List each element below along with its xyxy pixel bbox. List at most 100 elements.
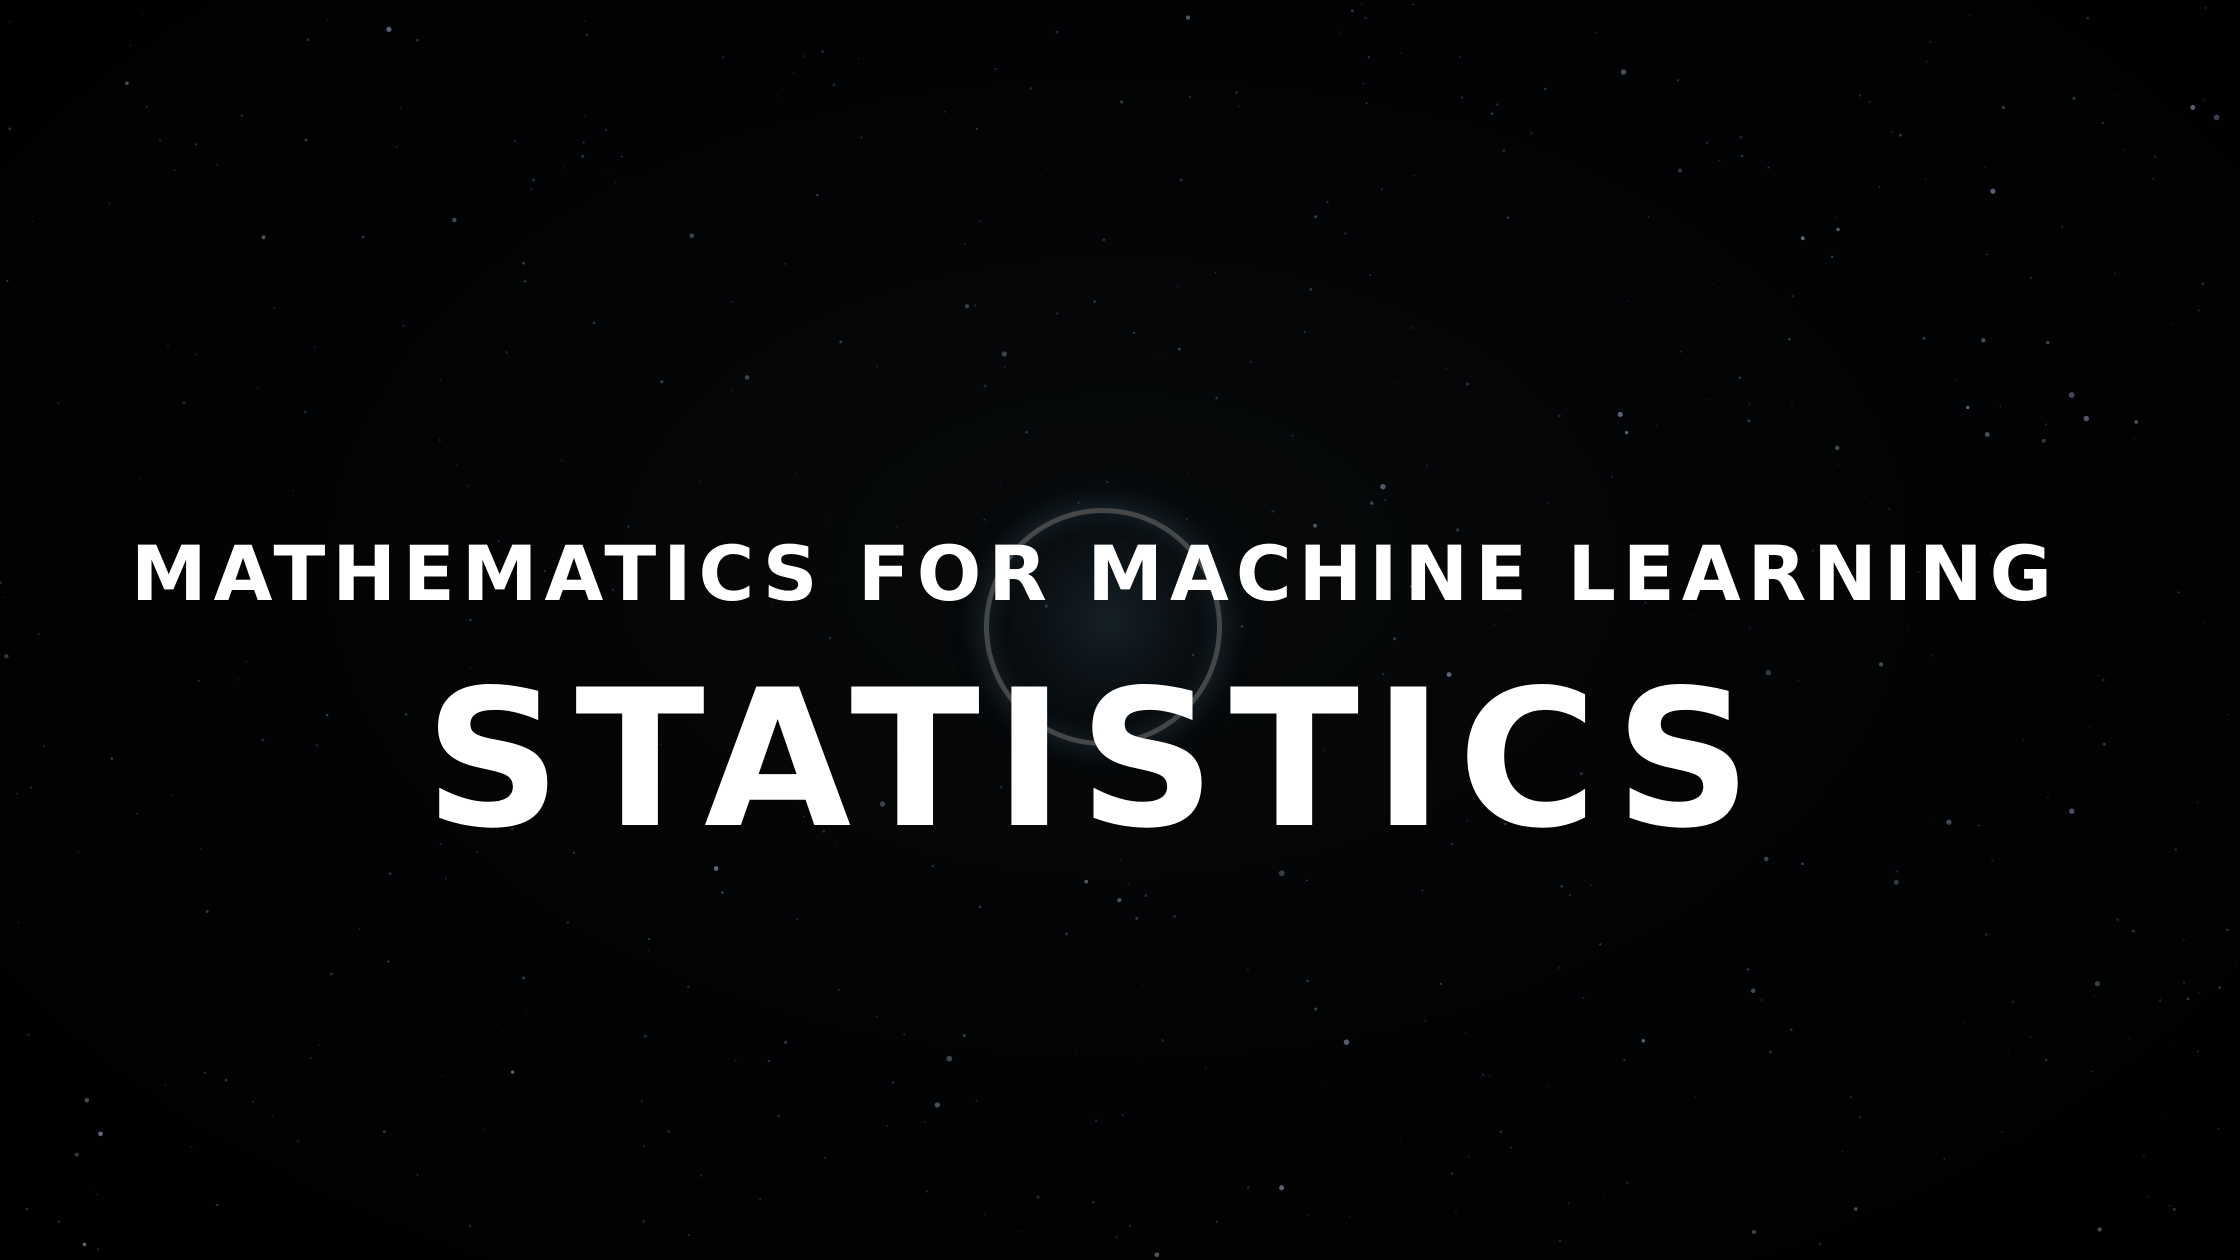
- star: [1748, 403, 1751, 406]
- star: [399, 106, 402, 110]
- star: [1117, 898, 1122, 903]
- star: [641, 1100, 643, 1103]
- star: [689, 233, 695, 239]
- star: [1278, 870, 1285, 877]
- star: [1271, 509, 1275, 513]
- star: [2172, 1207, 2176, 1211]
- star: [455, 463, 458, 466]
- star: [452, 217, 457, 223]
- star: [523, 280, 527, 283]
- star: [441, 1075, 444, 1078]
- star: [584, 20, 586, 22]
- star: [25, 1207, 29, 1211]
- star: [721, 891, 724, 894]
- star: [74, 1152, 79, 1157]
- star: [1705, 141, 1709, 145]
- star: [439, 379, 442, 381]
- star: [722, 56, 725, 59]
- star: [1946, 819, 1952, 825]
- star: [1790, 401, 1794, 405]
- star: [1133, 331, 1136, 335]
- star: [1159, 353, 1161, 355]
- star: [1890, 130, 1894, 134]
- star: [1422, 889, 1424, 892]
- star: [96, 1247, 100, 1251]
- star: [1381, 672, 1385, 676]
- star: [903, 1033, 906, 1036]
- star: [82, 1242, 87, 1247]
- star: [1055, 312, 1059, 316]
- star: [1627, 300, 1629, 302]
- star: [1800, 236, 1805, 241]
- star: [2170, 323, 2172, 326]
- star: [735, 745, 737, 748]
- star: [2226, 928, 2229, 932]
- star: [1446, 672, 1452, 677]
- star: [1544, 87, 1547, 91]
- star: [1000, 786, 1003, 789]
- star: [1895, 870, 1899, 873]
- star: [1990, 188, 1996, 194]
- star: [642, 1145, 646, 1148]
- star: [501, 1029, 504, 1032]
- star: [1930, 654, 1933, 657]
- star: [1999, 405, 2002, 408]
- star: [1412, 3, 1414, 6]
- star: [1106, 480, 1109, 483]
- star: [1235, 91, 1238, 94]
- star: [358, 927, 361, 930]
- star: [1077, 501, 1080, 505]
- star: [469, 618, 472, 622]
- star: [1507, 779, 1511, 783]
- star: [125, 81, 129, 85]
- star: [1728, 1034, 1730, 1037]
- star: [2173, 1045, 2175, 1047]
- star: [563, 166, 565, 169]
- star: [1962, 1021, 1965, 1023]
- star: [2077, 359, 2080, 362]
- star: [2196, 801, 2199, 804]
- star: [252, 1100, 254, 1103]
- star: [37, 632, 40, 636]
- star: [2183, 938, 2185, 941]
- star: [1004, 366, 1006, 368]
- star: [1981, 338, 1986, 343]
- star: [2158, 999, 2162, 1002]
- star: [2045, 1058, 2048, 1062]
- star: [71, 673, 74, 675]
- star: [572, 851, 576, 854]
- star: [731, 300, 733, 303]
- star: [1343, 1039, 1350, 1046]
- star: [444, 877, 448, 880]
- star: [1020, 1230, 1022, 1233]
- star: [1380, 483, 1386, 490]
- star: [934, 1102, 940, 1108]
- star: [497, 540, 500, 543]
- star: [1215, 1220, 1218, 1223]
- star: [1647, 216, 1650, 218]
- star: [2152, 177, 2154, 180]
- star: [2068, 392, 2075, 398]
- star: [30, 786, 32, 789]
- star: [1893, 879, 1899, 885]
- star: [2114, 272, 2117, 275]
- star: [793, 72, 795, 74]
- star: [1510, 1146, 1513, 1149]
- star: [296, 1140, 300, 1143]
- star: [77, 850, 80, 853]
- star: [240, 114, 244, 117]
- star: [1215, 396, 1219, 400]
- star: [1393, 637, 1396, 641]
- star: [975, 1099, 978, 1102]
- star: [2101, 121, 2105, 125]
- star: [2182, 981, 2186, 984]
- star: [1760, 998, 1763, 1002]
- star: [931, 865, 934, 868]
- star: [247, 587, 249, 590]
- star: [1984, 432, 1990, 437]
- star: [163, 1083, 167, 1087]
- star: [1713, 283, 1715, 285]
- star: [839, 340, 843, 344]
- star: [2083, 415, 2090, 422]
